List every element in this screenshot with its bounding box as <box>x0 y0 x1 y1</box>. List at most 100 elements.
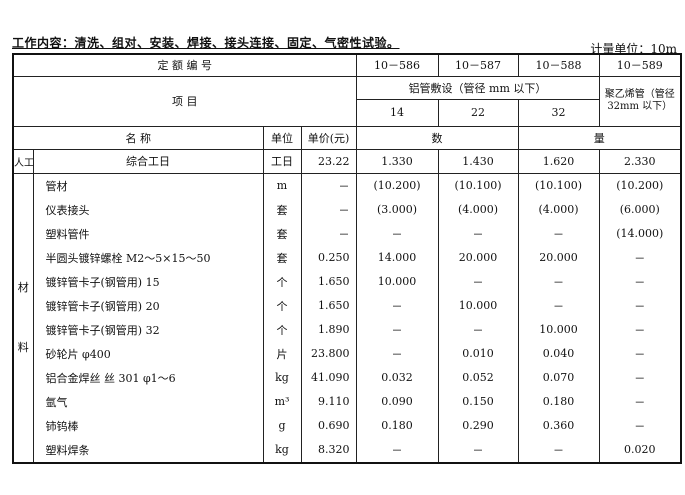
value-cell: 1.620 <box>517 148 600 174</box>
value-cell: (14.000) <box>598 221 682 246</box>
value-cell: (6.000) <box>598 197 682 222</box>
value-cell: － <box>517 269 600 294</box>
material-name: 镀锌管卡子(钢管用) 15 <box>32 269 264 294</box>
material-unit: g <box>262 413 302 438</box>
material-row: 镀锌管卡子(钢管用) 32 个 1.890 －－ 10.000 － <box>13 317 682 342</box>
value-cell: 0.180 <box>517 389 600 414</box>
price-label: 单价(元) <box>300 125 357 150</box>
value-cell: － <box>355 221 439 246</box>
material-price: 23.800 <box>300 341 357 366</box>
material-unit: m <box>262 173 302 198</box>
material-price: 8.320 <box>300 437 357 463</box>
material-unit: m³ <box>262 389 302 414</box>
material-name: 铝合金焊丝 丝 301 φ1～6 <box>32 365 264 390</box>
material-row: 氩气 m³ 9.110 0.090 0.150 0.180 － <box>13 389 682 414</box>
diameter-cell: 32 <box>517 98 600 127</box>
material-row: 铈钨棒 g 0.690 0.180 0.290 0.360 － <box>13 413 682 438</box>
code-cell: 10－589 <box>598 53 682 77</box>
value-cell: (10.200) <box>598 173 682 198</box>
material-row: 镀锌管卡子(钢管用) 15 个 1.650 10.000 －－－ <box>13 269 682 294</box>
value-cell: － <box>355 341 439 366</box>
material-row: 塑料焊条 kg 8.320 －－－ 0.020 <box>13 437 682 463</box>
material-row: 材料管材 m － (10.200) (10.100) (10.100) (10.200) <box>12 172 682 463</box>
value-cell: 0.070 <box>517 365 600 390</box>
value-cell: － <box>598 413 682 438</box>
material-unit: 个 <box>262 269 302 294</box>
material-unit: 个 <box>262 317 302 342</box>
value-cell: 1.330 <box>355 148 439 174</box>
value-cell: － <box>517 293 600 318</box>
qty-label-2: 量 <box>517 125 682 150</box>
value-cell: 2.330 <box>598 148 682 174</box>
code-cell: 10－586 <box>355 53 439 77</box>
material-price: 1.890 <box>300 317 357 342</box>
material-unit: 套 <box>262 221 302 246</box>
value-cell: － <box>598 317 682 342</box>
materials-category: 材料 <box>12 172 34 463</box>
value-cell: (4.000) <box>437 197 519 222</box>
material-price: 9.110 <box>300 389 357 414</box>
material-row: 仪表接头套－ (3.000) (4.000) (4.000) (6.000) <box>13 197 682 222</box>
material-name: 半圆头镀锌螺栓 M2～5×15～50 <box>32 245 264 270</box>
material-price: 1.650 <box>300 269 357 294</box>
work-content: 工作内容：清洗、组对、安装、焊接、接头连接、固定、气密性试验。 <box>12 36 400 50</box>
code-cell: 10－587 <box>437 53 519 77</box>
material-name: 镀锌管卡子(钢管用) 20 <box>32 293 264 318</box>
value-cell: 0.150 <box>437 389 519 414</box>
labor-row: 人工 综合工日 工日 23.22 1.330 1.430 1.620 2.330 <box>12 148 682 174</box>
material-unit: 片 <box>262 341 302 366</box>
material-price: － <box>300 197 357 222</box>
material-row: 半圆头镀锌螺栓 M2～5×15～50 套 0.250 14.000 20.000 20.0… <box>13 245 682 270</box>
material-name: 仪表接头 <box>32 197 264 222</box>
labor-name: 综合工日 <box>32 148 264 174</box>
code-cell: 10－588 <box>517 53 600 77</box>
material-name: 氩气 <box>32 389 264 414</box>
value-cell: － <box>598 365 682 390</box>
material-name: 镀锌管卡子(钢管用) 32 <box>32 317 264 342</box>
material-name: 塑料管件 <box>32 221 264 246</box>
value-cell: 0.032 <box>355 365 439 390</box>
material-price: － <box>300 173 357 198</box>
value-cell: － <box>437 221 519 246</box>
value-cell: (3.000) <box>355 197 439 222</box>
material-row: 砂轮片 φ400 片 23.800 － 0.010 0.040 － <box>13 341 682 366</box>
diameter-cell: 22 <box>437 98 519 127</box>
value-cell: 20.000 <box>517 245 600 270</box>
labor-category: 人工 <box>12 148 34 174</box>
material-name: 砂轮片 φ400 <box>32 341 264 366</box>
value-cell: － <box>517 437 600 463</box>
value-cell: － <box>355 437 439 463</box>
value-cell: (10.200) <box>355 173 439 198</box>
value-cell: 10.000 <box>517 317 600 342</box>
measure-unit: 计量单位：10m <box>590 42 677 56</box>
material-price: 0.690 <box>300 413 357 438</box>
material-name: 塑料焊条 <box>32 437 264 463</box>
value-cell: 0.010 <box>437 341 519 366</box>
quota-table: 定 额 编 号 10－586 10－587 10－588 10－589 项 目 … <box>12 53 682 464</box>
group-label: 铝管敷设（管径 mm 以下） <box>355 75 600 100</box>
value-cell: (10.100) <box>437 173 519 198</box>
material-price: 1.650 <box>300 293 357 318</box>
value-cell: － <box>598 389 682 414</box>
value-cell: － <box>598 245 682 270</box>
material-row: 镀锌管卡子(钢管用) 20 个 1.650 － 10.000 －－ <box>13 293 682 318</box>
value-cell: － <box>517 221 600 246</box>
value-cell: 0.360 <box>517 413 600 438</box>
qty-label-1: 数 <box>355 125 519 150</box>
value-cell: (10.100) <box>517 173 600 198</box>
name-label: 名 称 <box>12 125 264 150</box>
material-price: － <box>300 221 357 246</box>
value-cell: 0.180 <box>355 413 439 438</box>
material-row: 塑料管件套－－－－ (14.000) <box>13 221 682 246</box>
value-cell: 20.000 <box>437 245 519 270</box>
material-name: 铈钨棒 <box>32 413 264 438</box>
value-cell: 0.020 <box>598 437 682 463</box>
labor-unit: 工日 <box>262 148 302 174</box>
value-cell: 10.000 <box>355 269 439 294</box>
material-unit: 套 <box>262 245 302 270</box>
category-char: 材 <box>17 280 29 294</box>
value-cell: － <box>598 269 682 294</box>
material-price: 0.250 <box>300 245 357 270</box>
value-cell: 10.000 <box>437 293 519 318</box>
diameter-cell: 14 <box>355 98 439 127</box>
